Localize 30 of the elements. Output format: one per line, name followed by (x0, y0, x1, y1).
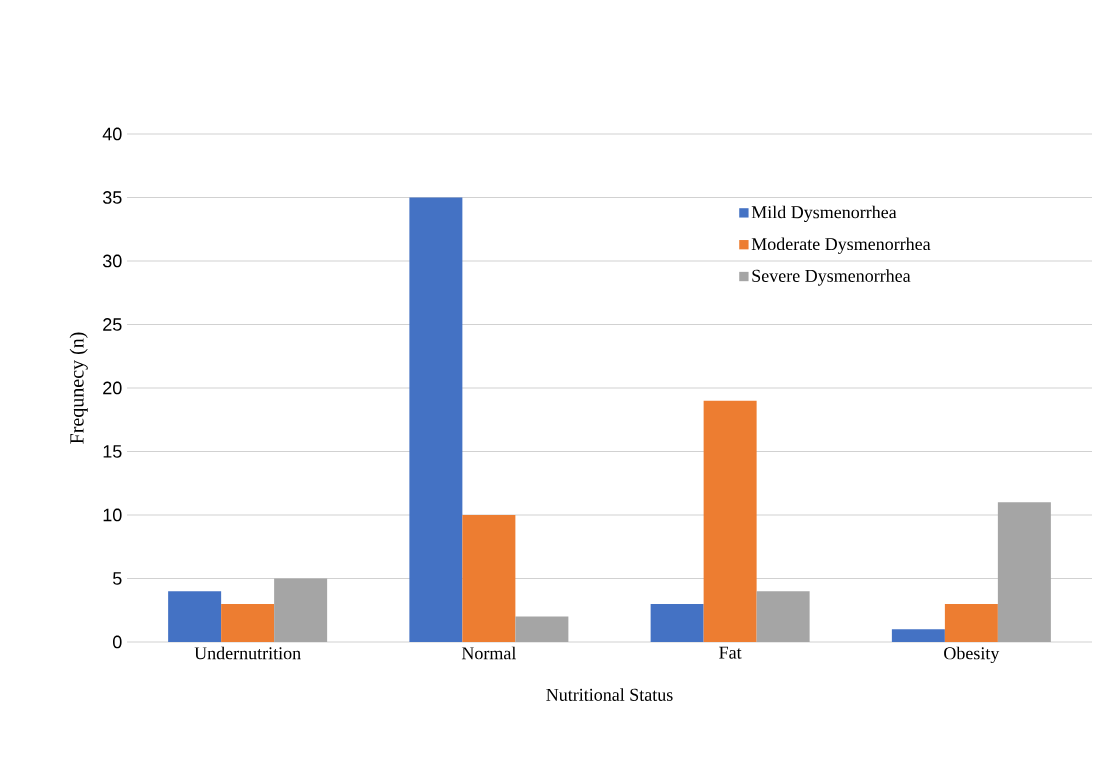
x-tick-label: Obesity (944, 646, 1000, 664)
y-tick-label: 30 (102, 254, 122, 268)
y-tick-label: 20 (103, 381, 122, 395)
bar (462, 514, 516, 642)
y-tick-label: 5 (113, 572, 122, 585)
x-tick-label: Undernutrition (194, 646, 301, 660)
legend-label: Mild Dysmenorrhea (751, 205, 897, 223)
bar (891, 629, 945, 642)
bar (221, 603, 275, 642)
legend-label: Moderate Dysmenorrhea (751, 237, 931, 254)
legend-label: Severe Dysmenorrhea (752, 269, 911, 286)
x-tick-label: Fat (719, 646, 742, 659)
bar (409, 197, 463, 642)
y-tick-label: 25 (103, 318, 122, 331)
y-tick-label: 0 (113, 635, 122, 649)
bar (703, 400, 757, 642)
x-axis-title: Nutritional Status (546, 688, 673, 701)
y-tick-label: 35 (102, 191, 122, 204)
bar (515, 616, 569, 642)
bar (274, 578, 328, 642)
bar (650, 603, 704, 642)
y-tick-label: 15 (103, 445, 122, 458)
x-tick-label: Normal (461, 646, 517, 660)
bar (756, 591, 810, 642)
bar (168, 591, 222, 642)
bar (997, 502, 1051, 642)
y-axis-title: Frequnecy (n) (69, 332, 88, 444)
bar (944, 603, 998, 642)
y-tick-label: 40 (102, 127, 122, 141)
y-tick-label: 10 (103, 508, 122, 522)
